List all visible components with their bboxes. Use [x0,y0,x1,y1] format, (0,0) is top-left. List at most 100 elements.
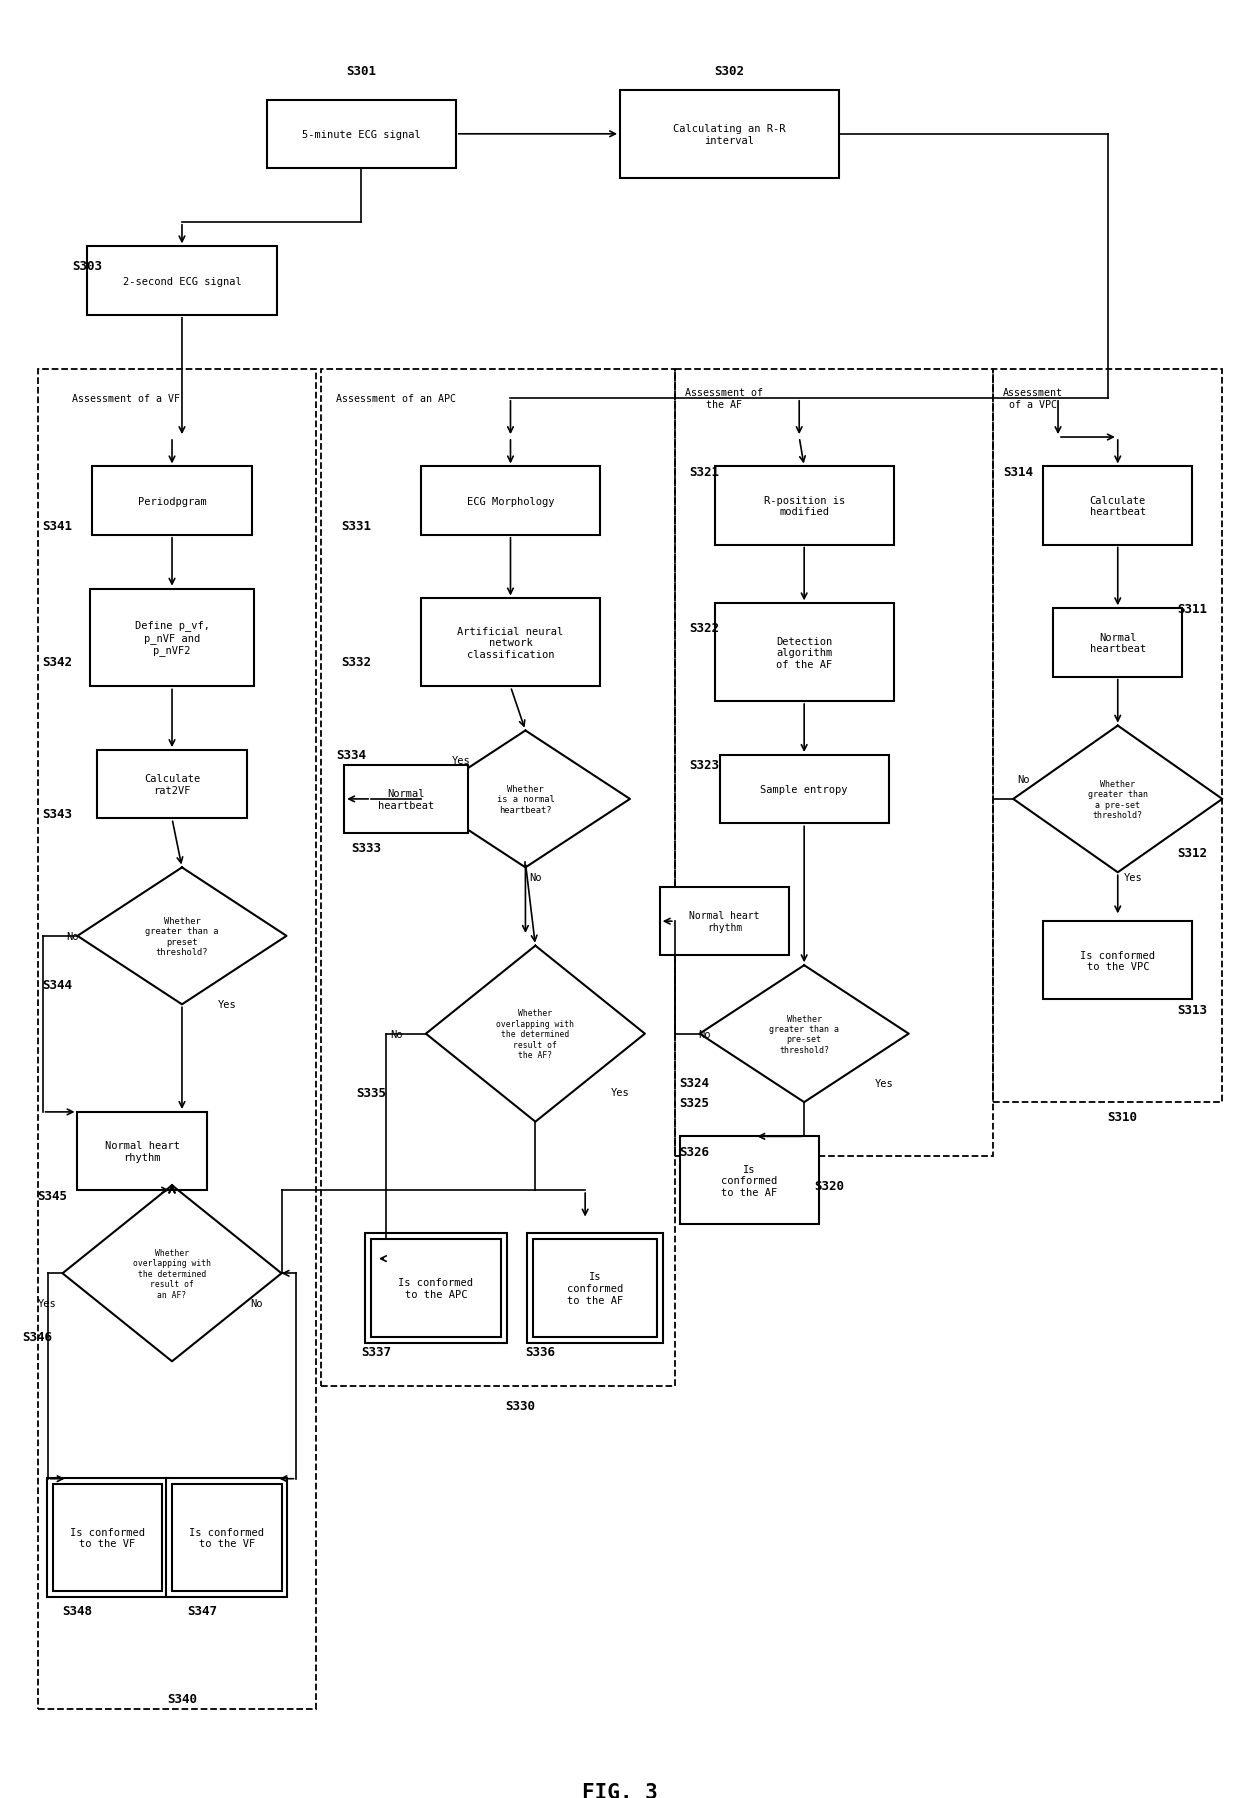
Text: S348: S348 [62,1604,93,1618]
Bar [37,369,316,1708]
Text: S343: S343 [42,807,72,820]
Bar [993,369,1223,1102]
Text: S342: S342 [42,656,72,669]
Text: ECG Morphology: ECG Morphology [466,496,554,507]
Text: Detection
algorithm
of the AF: Detection algorithm of the AF [776,636,832,669]
Bar [420,599,600,687]
Text: S312: S312 [1178,847,1208,859]
Text: Yes: Yes [38,1298,57,1307]
Text: Sample entropy: Sample entropy [760,784,848,795]
Text: Is conformed
to the VF: Is conformed to the VF [190,1527,264,1548]
Text: S337: S337 [361,1345,391,1357]
Text: Is conformed
to the VPC: Is conformed to the VPC [1080,949,1156,971]
Text: S314: S314 [1003,466,1033,478]
Text: S322: S322 [689,622,719,635]
Bar [680,1136,820,1224]
Text: Assessment of
the AF: Assessment of the AF [684,388,763,410]
Text: S336: S336 [526,1345,556,1357]
Text: FIG. 3: FIG. 3 [582,1782,658,1798]
Text: Is conformed
to the APC: Is conformed to the APC [398,1277,474,1298]
Text: Calculate
rat2VF: Calculate rat2VF [144,773,200,795]
Text: Whether
greater than a
preset
threshold?: Whether greater than a preset threshold? [145,917,218,957]
Text: Artificial neural
network
classification: Artificial neural network classification [458,626,564,660]
Text: R-position is
modified: R-position is modified [764,496,844,518]
Text: Yes: Yes [451,755,470,766]
Bar [527,1233,663,1343]
Bar [77,1113,207,1190]
Text: Define p_vf,
p_nVF and
p_nVF2: Define p_vf, p_nVF and p_nVF2 [134,620,210,656]
Bar [343,766,469,834]
Text: Normal
heartbeat: Normal heartbeat [378,789,434,811]
Text: S301: S301 [346,65,376,77]
Text: Is conformed
to the VF: Is conformed to the VF [69,1527,145,1548]
Bar [371,1239,501,1338]
Text: S335: S335 [356,1086,386,1099]
Text: S324: S324 [680,1077,709,1090]
Text: Is
conformed
to the AF: Is conformed to the AF [567,1271,624,1305]
Text: S321: S321 [689,466,719,478]
Text: Assessment of an APC: Assessment of an APC [336,394,456,405]
Text: S325: S325 [680,1097,709,1109]
Text: S345: S345 [37,1188,67,1201]
Text: Normal heart
rhythm: Normal heart rhythm [689,912,760,933]
Bar [1043,467,1193,545]
Bar [714,604,894,701]
Text: S302: S302 [714,65,744,77]
Text: S311: S311 [1178,602,1208,615]
Bar [87,246,277,316]
Bar [321,369,675,1386]
Bar [52,1483,162,1591]
Text: No: No [389,1028,402,1039]
Text: 5-minute ECG signal: 5-minute ECG signal [301,129,420,140]
Bar [365,1233,506,1343]
Text: S330: S330 [506,1399,536,1411]
Bar [98,750,247,820]
Bar [533,1239,657,1338]
Text: S310: S310 [1107,1111,1138,1124]
Text: Normal heart
rhythm: Normal heart rhythm [104,1140,180,1162]
Text: Yes: Yes [610,1088,630,1099]
Bar [172,1483,281,1591]
Text: S320: S320 [813,1179,844,1192]
Text: S326: S326 [680,1145,709,1158]
Text: Yes: Yes [217,1000,236,1010]
Text: No: No [698,1028,711,1039]
Text: Whether
greater than
a pre-set
threshold?: Whether greater than a pre-set threshold… [1087,779,1148,820]
Text: S323: S323 [689,759,719,771]
Text: No: No [250,1298,263,1307]
Bar [719,755,889,823]
Text: S303: S303 [72,261,103,273]
Text: Calculating an R-R
interval: Calculating an R-R interval [673,124,786,146]
Bar [267,101,456,169]
Text: S313: S313 [1178,1003,1208,1016]
Text: S341: S341 [42,520,72,532]
Bar [166,1478,288,1597]
Text: Whether
overlapping with
the determined
result of
the AF?: Whether overlapping with the determined … [496,1009,574,1059]
Bar [675,369,993,1156]
Text: Calculate
heartbeat: Calculate heartbeat [1090,496,1146,518]
Bar [420,467,600,536]
Text: No: No [66,931,78,942]
Bar [92,467,252,536]
Bar [1053,610,1183,678]
Text: S347: S347 [187,1604,217,1618]
Text: 2-second ECG signal: 2-second ECG signal [123,277,242,286]
Bar [89,590,254,687]
Text: Whether
is a normal
heartbeat?: Whether is a normal heartbeat? [496,784,554,814]
Bar [660,888,789,957]
Text: No: No [529,872,542,883]
Bar [714,467,894,545]
Text: Yes: Yes [1123,872,1142,883]
Text: S333: S333 [351,841,381,854]
Text: No: No [1017,775,1029,786]
Text: S346: S346 [22,1331,52,1343]
Text: Periodpgram: Periodpgram [138,496,206,507]
Text: S340: S340 [167,1692,197,1705]
Bar [1043,922,1193,1000]
Text: Assessment
of a VPC: Assessment of a VPC [1003,388,1063,410]
Text: Is
conformed
to the AF: Is conformed to the AF [722,1163,777,1197]
Text: S334: S334 [336,750,366,762]
Text: Whether
greater than a
pre-set
threshold?: Whether greater than a pre-set threshold… [769,1014,839,1054]
Text: Assessment of a VF: Assessment of a VF [72,394,181,405]
Text: S331: S331 [341,520,371,532]
